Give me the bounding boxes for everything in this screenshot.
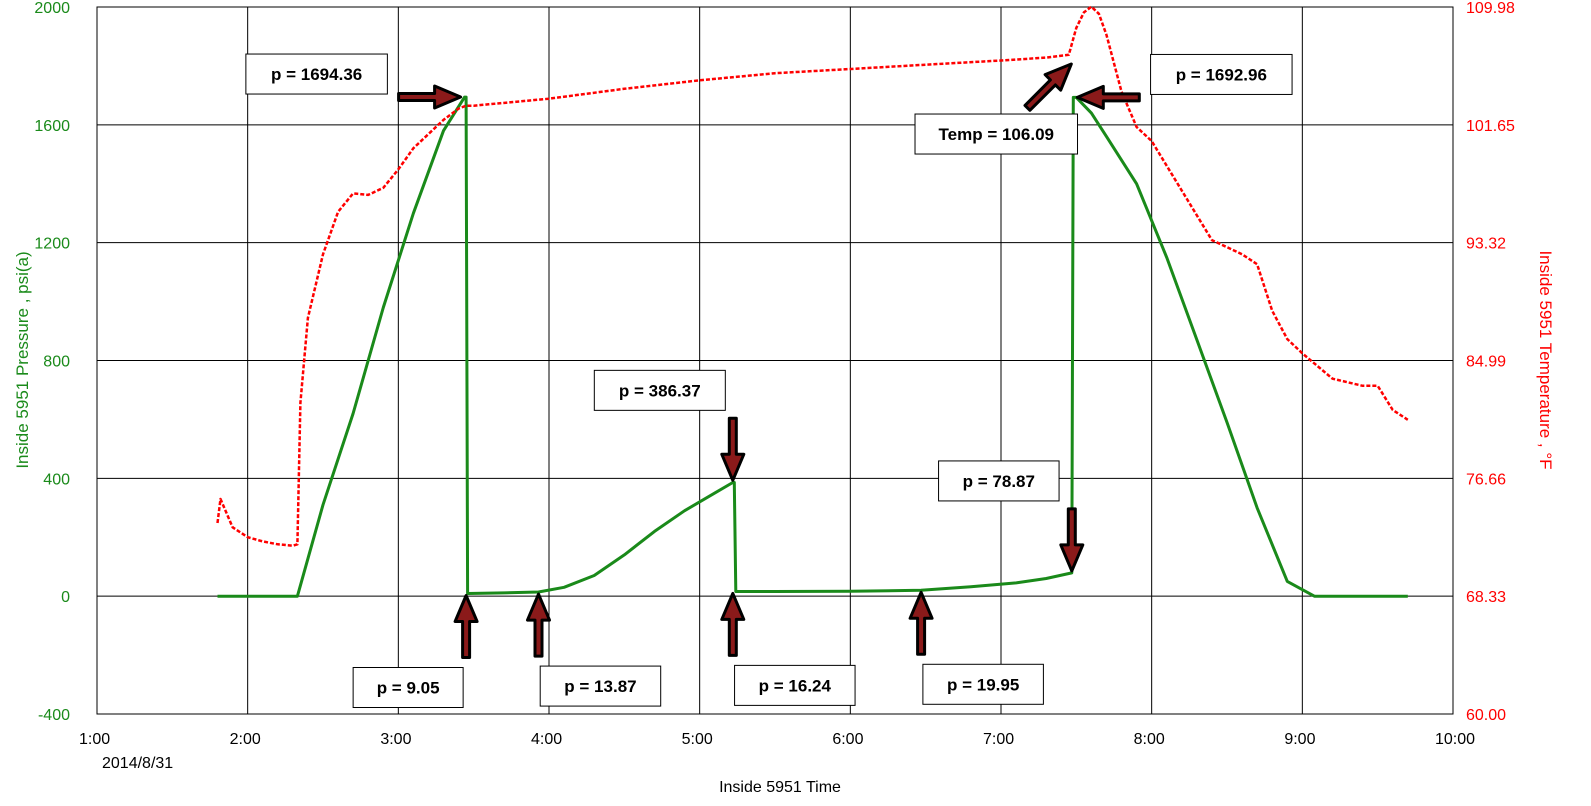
x-tick-label: 4:00: [531, 731, 562, 748]
annotation-box: [734, 664, 856, 706]
x-tick-label: 10:00: [1435, 731, 1475, 748]
y2-tick-label: 84.99: [1466, 354, 1506, 371]
series-layer: [216, 5, 1409, 598]
y-tick-label: 400: [43, 471, 70, 488]
annotation-arrow: [720, 591, 746, 657]
annotation-box: [539, 665, 662, 707]
annotation-arrow: [1075, 84, 1141, 110]
annotation-arrow: [908, 590, 934, 656]
y-tick-label: 1200: [34, 236, 70, 253]
grid: [96, 6, 1454, 715]
annotation-label: p = 386.37: [619, 381, 701, 400]
annotation-box: [914, 113, 1079, 155]
x-tick-label: 6:00: [832, 731, 863, 748]
x-tick-label: 5:00: [682, 731, 713, 748]
annotation-arrow: [1023, 62, 1073, 112]
y2-axis-title: Inside 5951 Temperature , °F: [1536, 250, 1555, 469]
y-tick-label: 2000: [34, 0, 70, 17]
temperature-series-line: [216, 5, 1409, 547]
annotation-box: [593, 369, 726, 411]
annotation-box: [352, 667, 464, 709]
y-axis-title: Inside 5951 Pressure , psi(a): [13, 251, 32, 468]
y-tick-label: 1600: [34, 118, 70, 135]
annotation-arrow: [720, 416, 746, 482]
annotation-label: p = 16.24: [759, 676, 832, 695]
annotation-box: [922, 663, 1044, 705]
y2-tick-label: 60.00: [1466, 707, 1506, 724]
annotation-label: p = 1694.36: [271, 65, 362, 84]
x-tick-label: 8:00: [1134, 731, 1165, 748]
axes: Inside 5951 Time Inside 5951 Pressure , …: [13, 0, 1555, 796]
annotation-label: p = 19.95: [947, 675, 1019, 694]
annotation-label: p = 13.87: [564, 677, 636, 696]
annotation-box: [245, 53, 388, 95]
pressure-series-line: [217, 95, 1408, 598]
annotation-arrow: [526, 592, 551, 658]
x-tick-label: 3:00: [380, 731, 411, 748]
y2-tick-label: 93.32: [1466, 236, 1506, 253]
y-tick-label: 0: [61, 589, 70, 606]
x-axis-title: Inside 5951 Time: [719, 779, 841, 796]
annotation-box: [1150, 53, 1293, 95]
annotations: p = 1694.36 p = 9.05 p = 13.87 p = 386.37 p …: [245, 53, 1293, 709]
annotation-label: p = 1692.96: [1176, 65, 1267, 84]
y-tick-label: 800: [43, 354, 70, 371]
annotation-arrow: [453, 594, 479, 659]
x-axis-date-label: 2014/8/31: [102, 755, 173, 772]
x-tick-label: 1:00: [79, 731, 110, 748]
annotation-label: p = 78.87: [963, 472, 1035, 491]
annotation-label: Temp = 106.09: [939, 125, 1054, 144]
y2-tick-label: 109.98: [1466, 0, 1515, 17]
x-tick-label: 2:00: [230, 731, 261, 748]
annotation-arrow: [1059, 507, 1085, 573]
x-tick-label: 7:00: [983, 731, 1014, 748]
y2-tick-label: 101.65: [1466, 118, 1515, 135]
annotation-label: p = 9.05: [377, 679, 440, 698]
y-tick-label: -400: [38, 707, 70, 724]
y2-tick-label: 76.66: [1466, 471, 1506, 488]
y2-tick-label: 68.33: [1466, 589, 1506, 606]
x-tick-label: 9:00: [1284, 731, 1315, 748]
annotation-arrow: [397, 84, 463, 110]
annotation-box: [938, 460, 1060, 502]
